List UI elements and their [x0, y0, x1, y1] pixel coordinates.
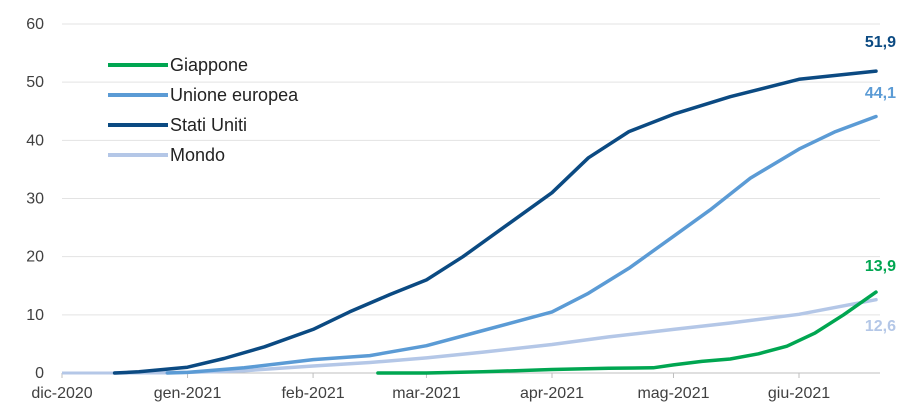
end-label-stati-uniti: 51,9	[865, 34, 896, 51]
x-tick-label: dic-2020	[31, 385, 92, 402]
series-line-giappone	[376, 290, 878, 375]
series-line-unione-europea	[165, 114, 878, 375]
legend: Giappone Unione europea Stati Uniti Mondo	[108, 55, 299, 165]
end-label-unione-europea: 44,1	[865, 85, 896, 102]
x-tick-label: feb-2021	[281, 385, 344, 402]
x-tick-label: gen-2021	[154, 385, 222, 402]
y-tick-label: 60	[26, 16, 44, 33]
series-lines	[62, 69, 878, 375]
y-axis-ticks: 0 10 20 30 40 50 60	[26, 16, 44, 382]
end-label-mondo: 12,6	[865, 318, 896, 335]
series-line-mondo	[112, 297, 878, 375]
x-tick-label: giu-2021	[768, 385, 830, 402]
end-label-giappone: 13,9	[865, 258, 896, 275]
legend-label: Mondo	[170, 145, 225, 165]
x-tick-label: apr-2021	[520, 385, 584, 402]
legend-label: Stati Uniti	[170, 115, 247, 135]
y-tick-label: 50	[26, 74, 44, 91]
legend-label: Unione europea	[170, 85, 299, 105]
y-tick-label: 10	[26, 307, 44, 324]
legend-label: Giappone	[170, 55, 248, 75]
x-axis-ticks: dic-2020 gen-2021 feb-2021 mar-2021 apr-2021…	[31, 373, 830, 402]
x-tick-label: mag-2021	[637, 385, 709, 402]
gridlines	[62, 23, 880, 374]
end-value-labels: 13,9 44,1 51,9 12,6	[865, 34, 896, 335]
y-tick-label: 40	[26, 132, 44, 149]
x-tick-label: mar-2021	[392, 385, 461, 402]
y-tick-label: 20	[26, 249, 44, 266]
y-tick-label: 30	[26, 191, 44, 208]
series-line-stati-uniti	[112, 69, 878, 375]
y-tick-label: 0	[35, 365, 44, 382]
